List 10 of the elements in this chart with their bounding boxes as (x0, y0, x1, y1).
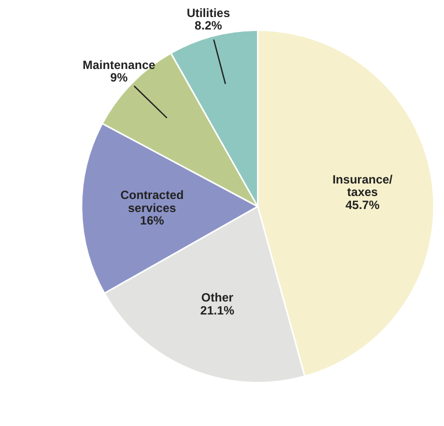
slice-label: Utilities (186, 6, 230, 20)
data-label: 21.1% (200, 303, 235, 318)
slice-label: Contracted services (120, 188, 184, 215)
slice-label: Insurance/taxes (332, 172, 394, 200)
data-label: 16% (140, 213, 164, 228)
data-label: 9% (110, 70, 128, 85)
data-label: 45.7% (345, 198, 380, 212)
slice-label: Other (201, 290, 234, 305)
slice-label: Maintenance (82, 58, 156, 72)
data-label: 8.2% (194, 18, 222, 33)
